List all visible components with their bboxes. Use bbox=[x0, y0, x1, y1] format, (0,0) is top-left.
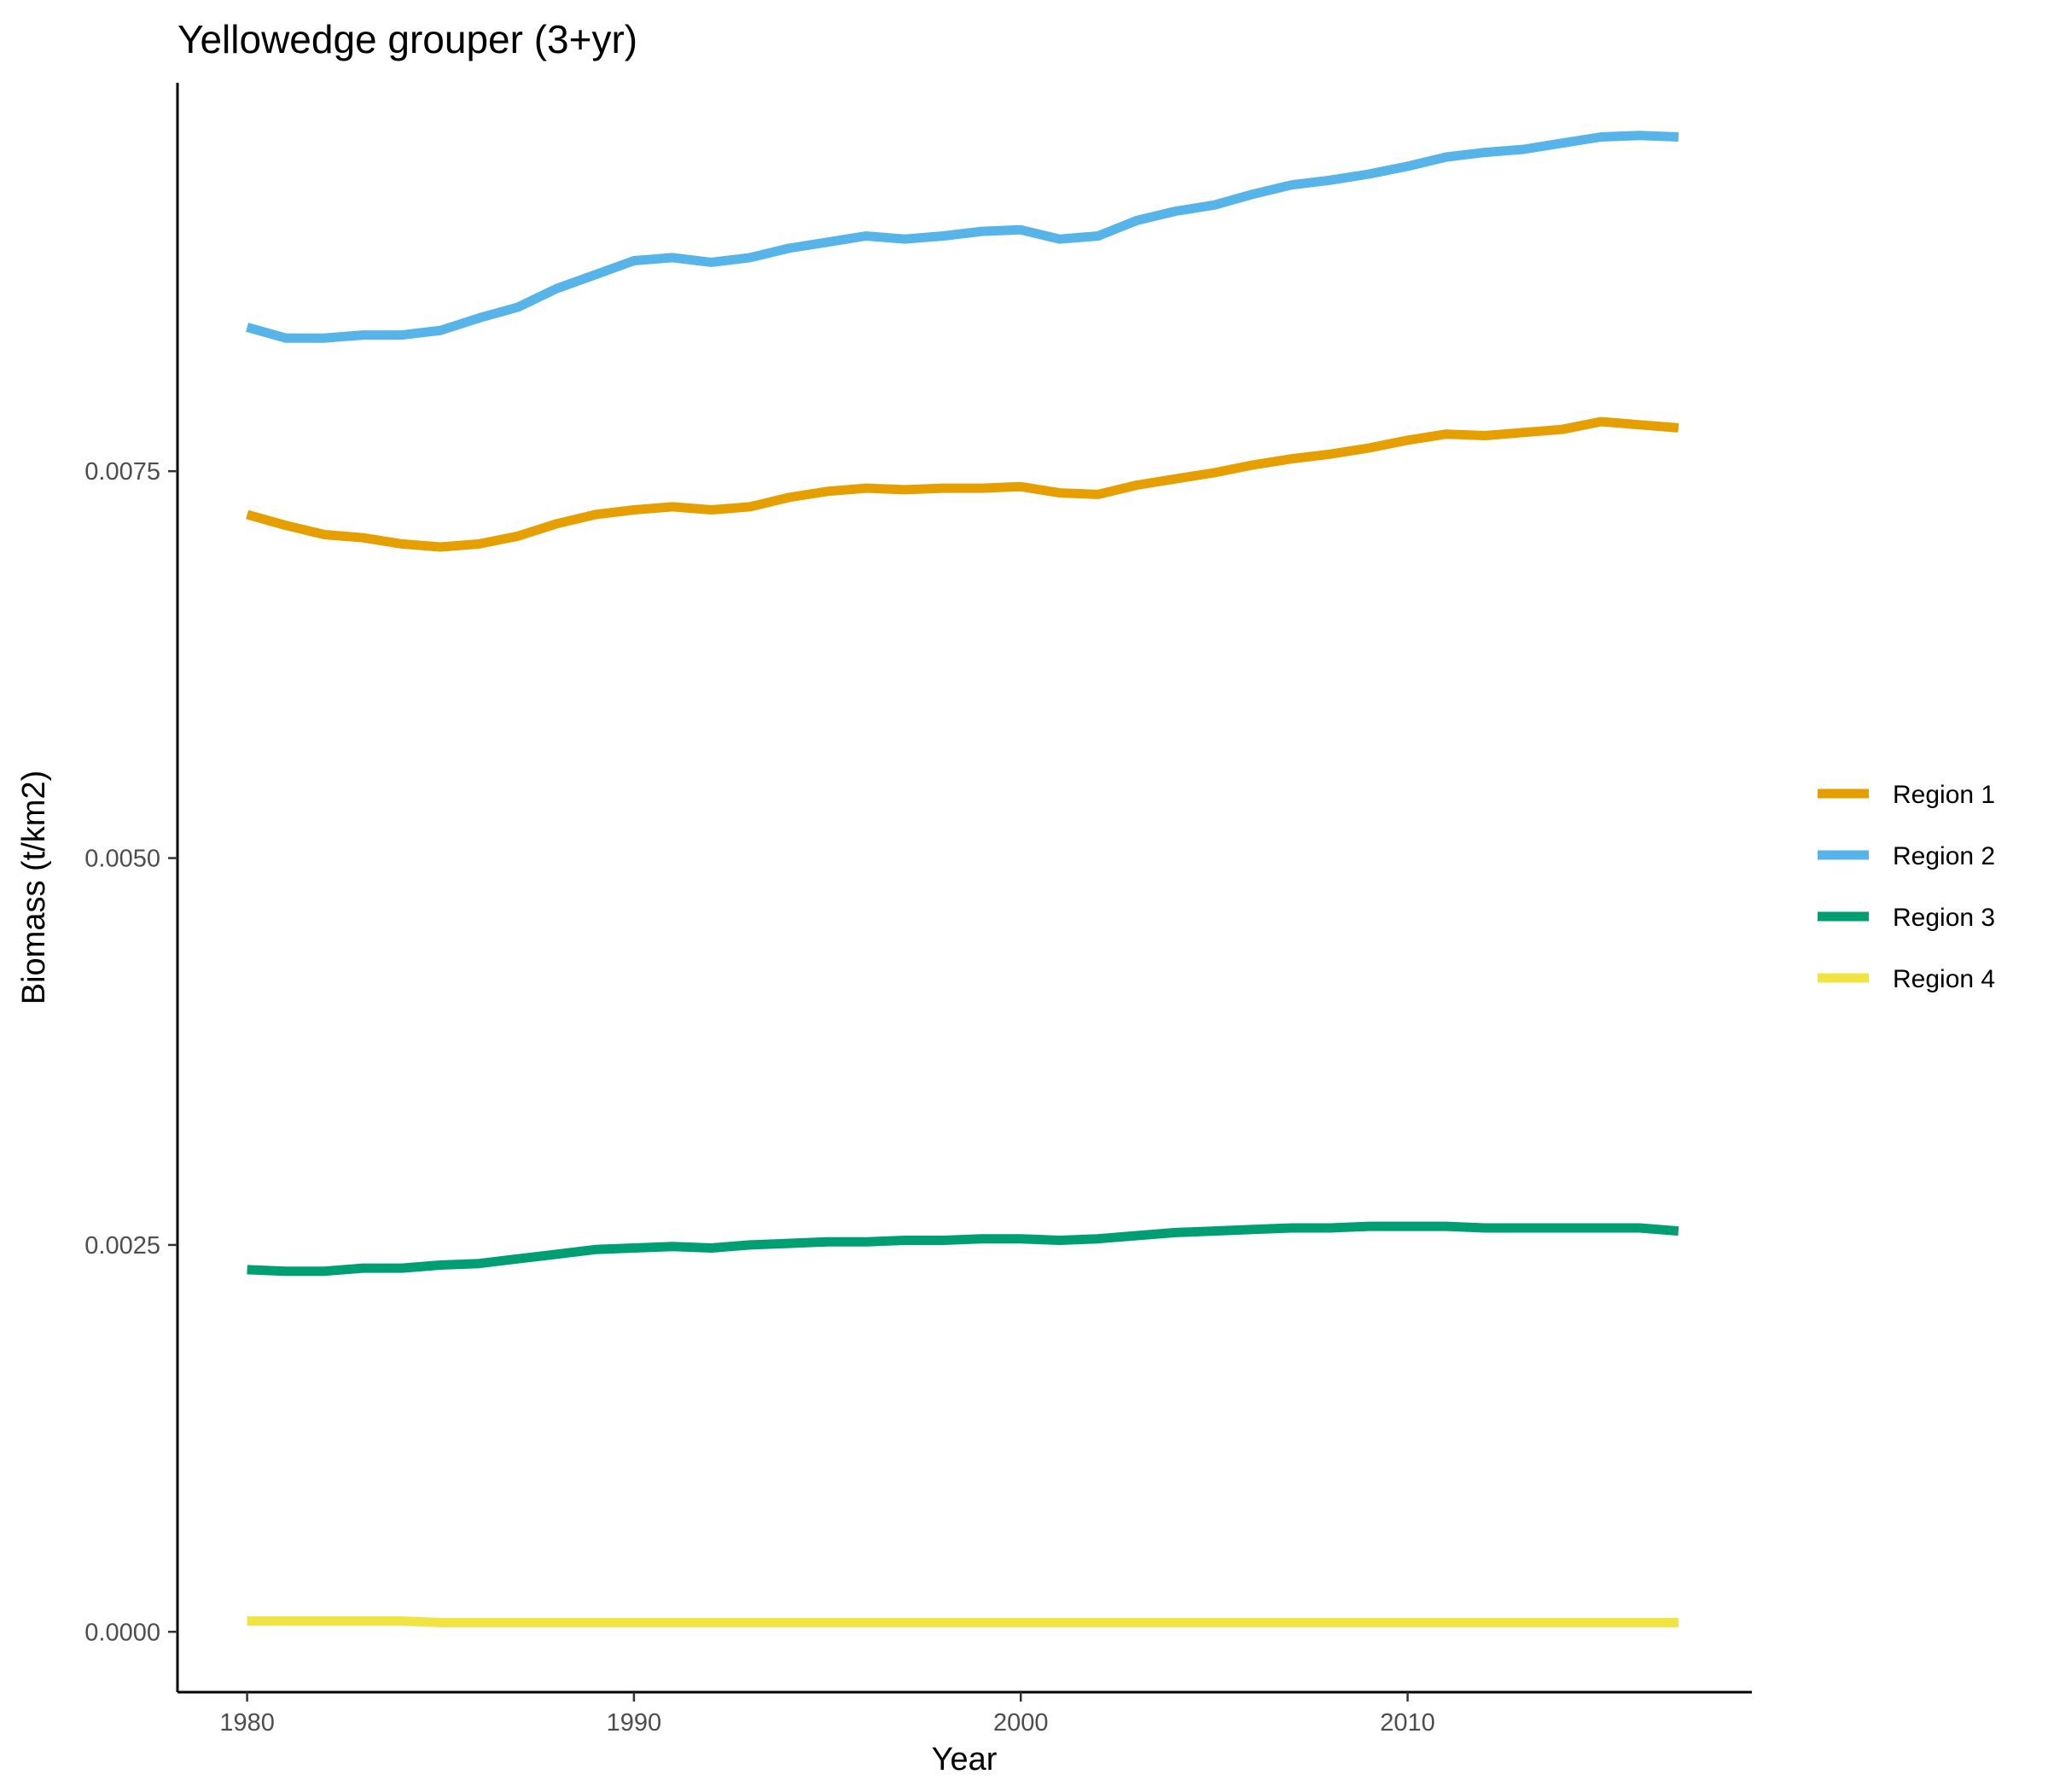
series-line-region-3 bbox=[247, 1221, 1679, 1277]
y-tick-label: 0.0025 bbox=[84, 1232, 160, 1260]
chart-title: Yellowedge grouper (3+yr) bbox=[177, 17, 637, 61]
x-axis-title: Year bbox=[932, 1742, 998, 1777]
legend-label-region-4: Region 4 bbox=[1893, 965, 1995, 993]
y-axis-title: Biomass (t/km2) bbox=[16, 771, 52, 1004]
series-line-region-4 bbox=[247, 1616, 1679, 1627]
y-tick-label: 0.0050 bbox=[84, 846, 160, 873]
series-line-region-2 bbox=[246, 131, 1679, 343]
x-tick-label: 2010 bbox=[1380, 1709, 1435, 1737]
x-axis-ticks: 1980 1990 2000 2010 bbox=[219, 1692, 1435, 1737]
legend-label-region-2: Region 2 bbox=[1893, 842, 1995, 870]
x-tick-label: 2000 bbox=[993, 1709, 1049, 1737]
plot-area bbox=[246, 131, 1679, 1627]
series-line-region-1 bbox=[246, 416, 1679, 552]
legend: Region 1 Region 2 Region 3 Region 4 bbox=[1818, 781, 1995, 993]
legend-label-region-1: Region 1 bbox=[1893, 781, 1995, 809]
legend-label-region-3: Region 3 bbox=[1893, 904, 1995, 932]
y-tick-label: 0.0000 bbox=[84, 1619, 160, 1646]
x-tick-label: 1990 bbox=[607, 1709, 662, 1737]
x-tick-label: 1980 bbox=[219, 1709, 275, 1737]
y-axis-ticks: 0.0000 0.0025 0.0050 0.0075 bbox=[84, 458, 177, 1646]
y-tick-label: 0.0075 bbox=[84, 458, 160, 486]
